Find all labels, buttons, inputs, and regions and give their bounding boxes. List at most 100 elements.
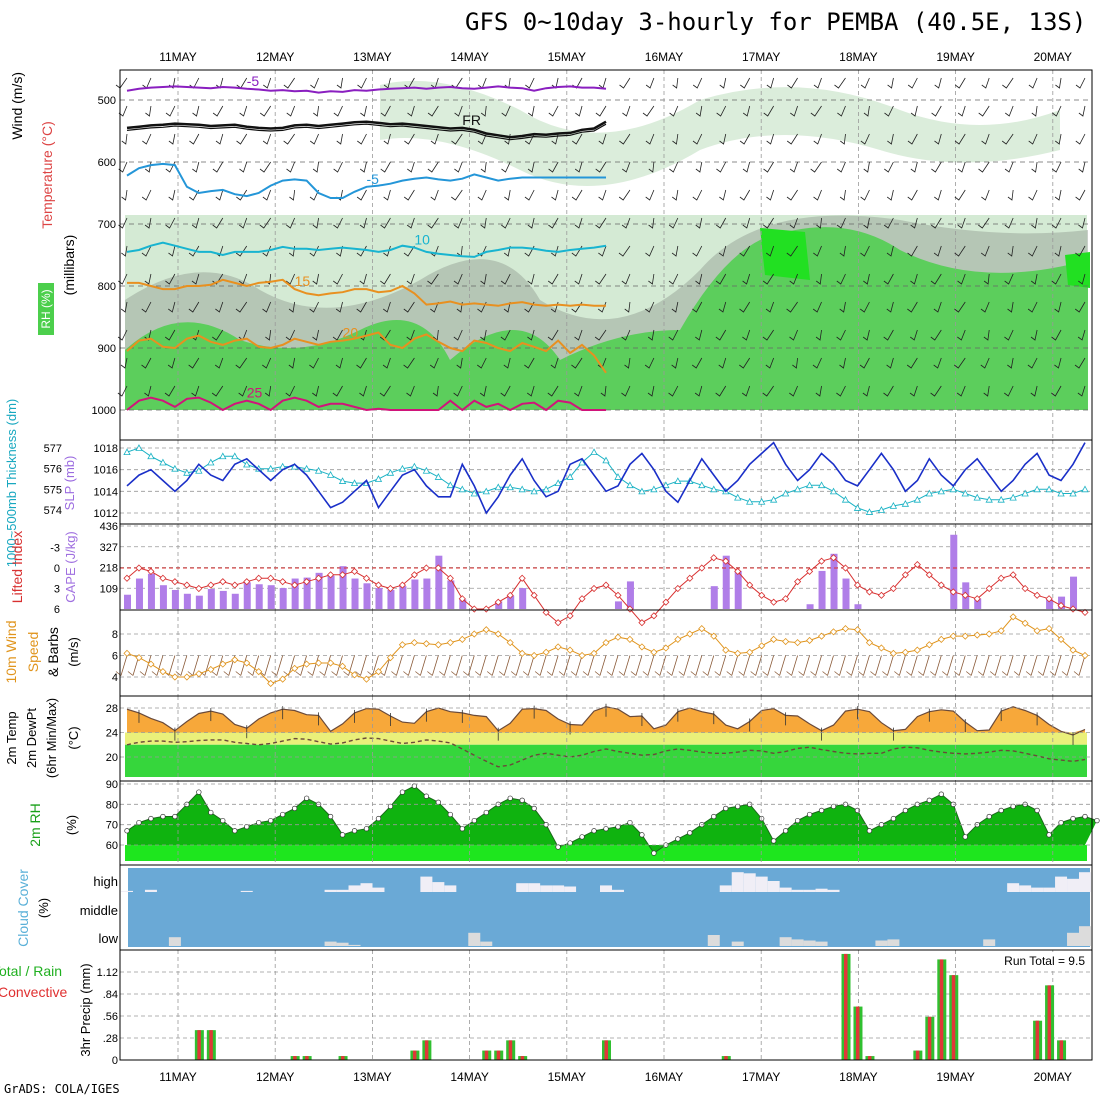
wind-barb-10m <box>271 655 284 676</box>
wind-barb <box>695 273 703 285</box>
wind-barb <box>360 105 367 117</box>
wind-barb-10m <box>930 655 942 676</box>
wind-barb <box>983 273 990 285</box>
wind-barb <box>262 133 272 145</box>
precip-conv-bar <box>341 1056 345 1060</box>
cloud-low-bar <box>336 942 349 946</box>
wind-barb <box>931 161 942 173</box>
isotherm-line <box>126 162 606 199</box>
rh2-marker <box>986 813 992 820</box>
thickness-marker <box>195 466 203 474</box>
wind-barb <box>884 161 894 173</box>
precip-conv-bar <box>424 1040 429 1060</box>
cape-bar <box>614 601 622 609</box>
cloud-low-bar <box>1067 932 1080 946</box>
wind-barb-10m <box>666 655 679 676</box>
cloud-high-bar <box>600 885 612 892</box>
cape-bar <box>818 570 826 609</box>
wind-barb <box>813 77 822 89</box>
wind-barb <box>816 217 822 229</box>
wind10-marker <box>219 660 227 668</box>
wind-barb <box>595 217 607 229</box>
date-label-bottom: 17MAY <box>742 1070 780 1084</box>
wind-barb <box>121 133 128 145</box>
thickness-marker <box>398 464 407 472</box>
wind-barb <box>333 273 343 285</box>
li-marker <box>817 557 826 565</box>
cape-bar <box>1046 599 1054 609</box>
thickness-marker <box>147 452 155 460</box>
thickness-marker <box>446 481 454 489</box>
wind10-marker <box>806 636 814 645</box>
wind-barb-10m <box>798 655 810 676</box>
thickness-marker <box>925 489 933 497</box>
thickness-marker <box>482 487 490 495</box>
wind-barb <box>238 385 248 397</box>
thickness-marker <box>458 485 466 493</box>
cape-axis-label: CAPE (J/kg) <box>63 531 78 603</box>
precip-conv-bar <box>1047 985 1052 1060</box>
wind-barb <box>954 133 966 145</box>
cloud-high-bar <box>767 881 780 892</box>
wind-barb <box>1078 273 1086 285</box>
li-marker <box>794 578 802 586</box>
cape-bar <box>255 584 263 609</box>
wind10-marker <box>746 648 754 656</box>
date-label-top: 13MAY <box>353 50 391 64</box>
rh2-marker <box>771 838 777 844</box>
wind-barb <box>551 189 559 201</box>
rh2-marker <box>196 789 202 795</box>
wind-barb <box>1051 329 1062 341</box>
wind-barb <box>787 77 798 89</box>
rh2-marker <box>387 803 394 810</box>
rh2-marker <box>962 834 968 840</box>
wind-barb <box>501 105 511 117</box>
li-marker <box>147 567 155 575</box>
wind-barb <box>164 385 176 397</box>
rh2-marker <box>160 813 166 820</box>
rh2-marker <box>1058 819 1064 826</box>
wind-barb <box>622 161 631 173</box>
li-marker <box>362 574 371 582</box>
wind-barb <box>786 301 798 313</box>
cloud-level-label: low <box>98 931 118 946</box>
cloud-low-bar <box>803 940 816 946</box>
cape-bar <box>626 581 634 609</box>
wind-barb <box>789 273 798 285</box>
chart-title: GFS 0~10day 3-hourly for PEMBA (40.5E, 1… <box>465 8 1087 36</box>
wind-barb <box>548 161 559 173</box>
dewpt-line <box>126 737 1086 768</box>
wind-barb <box>427 161 439 173</box>
rh2-marker <box>998 807 1004 814</box>
wind-barb <box>332 385 343 397</box>
wind-barb <box>742 217 751 229</box>
cape-bar <box>135 578 143 609</box>
wind10-marker <box>267 679 275 688</box>
li-marker <box>159 574 167 582</box>
isotherm-label: 15 <box>295 273 311 289</box>
thickness-marker <box>171 464 179 472</box>
wind-barb <box>548 217 559 229</box>
wind-barb <box>789 385 798 397</box>
li-marker <box>985 584 993 593</box>
rh2-marker <box>471 817 477 824</box>
wind-barb <box>333 217 343 229</box>
wind-barb <box>239 105 248 117</box>
thickness-marker <box>710 485 718 493</box>
thickness-marker <box>314 466 323 474</box>
cloud-high-bar <box>1007 883 1020 892</box>
wind10-marker <box>698 625 706 633</box>
slp-hidden <box>127 443 606 513</box>
wind-barb <box>380 217 391 229</box>
wind-barb <box>1030 273 1038 285</box>
thickness-marker <box>662 481 670 489</box>
thickness-marker <box>123 448 131 456</box>
wind-barb <box>477 189 487 201</box>
li-marker <box>243 578 251 586</box>
rh2-marker <box>806 811 813 818</box>
wind-barb <box>406 273 415 285</box>
wind-barb <box>1077 385 1086 397</box>
cloud-level-label: middle <box>80 903 118 918</box>
wind-barb <box>524 357 535 369</box>
li-marker <box>913 561 921 569</box>
